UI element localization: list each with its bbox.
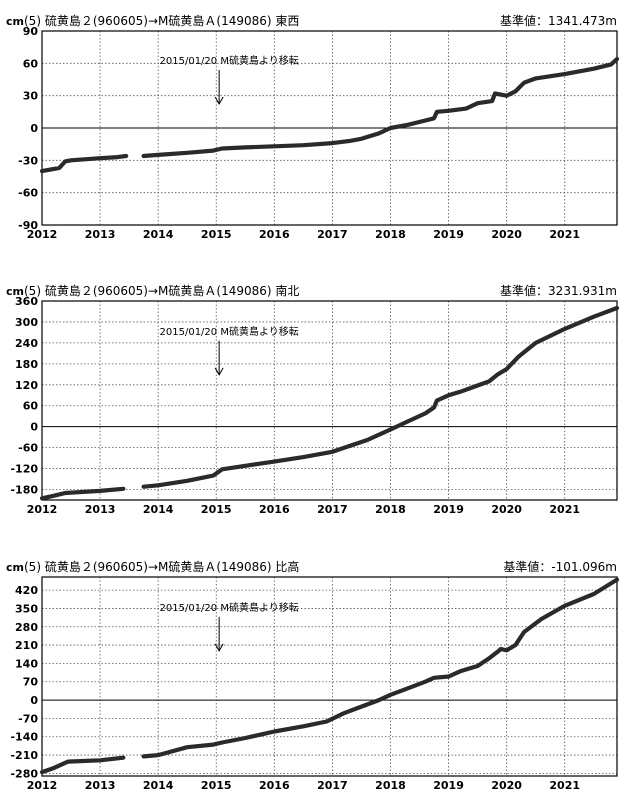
y-tick-label: 210 xyxy=(15,639,38,652)
y-tick-label: -60 xyxy=(18,442,38,455)
y-axis-unit: cm xyxy=(6,15,24,28)
x-tick-label: 2017 xyxy=(317,779,348,792)
y-tick-label: 420 xyxy=(15,584,38,597)
y-tick-label: -60 xyxy=(18,187,38,200)
annotation-arrow-head xyxy=(214,367,224,376)
x-tick-label: 2018 xyxy=(375,228,406,241)
y-tick-label: 350 xyxy=(15,602,38,615)
y-tick-label: 0 xyxy=(30,122,38,135)
y-tick-label: 0 xyxy=(30,694,38,707)
y-tick-label: -140 xyxy=(10,731,38,744)
data-series-line xyxy=(39,305,620,501)
x-tick-label: 2013 xyxy=(85,228,116,241)
x-tick-label: 2017 xyxy=(317,228,348,241)
x-tick-label: 2012 xyxy=(27,228,58,241)
plot-frame xyxy=(41,300,618,501)
y-tick-label: -280 xyxy=(10,767,38,780)
y-tick-label: 140 xyxy=(15,657,38,670)
relocation-annotation: 2015/01/20 M硫黄島より移転 xyxy=(160,54,299,67)
plot-frame xyxy=(41,30,618,226)
y-tick-label: 60 xyxy=(23,57,39,70)
x-tick-label: 2015 xyxy=(201,228,232,241)
x-tick-label: 2021 xyxy=(549,503,580,516)
x-tick-label: 2021 xyxy=(549,779,580,792)
annotation-arrow-head xyxy=(214,643,224,652)
relocation-annotation: 2015/01/20 M硫黄島より移転 xyxy=(160,601,299,614)
y-axis-unit: cm xyxy=(6,561,24,574)
x-tick-label: 2020 xyxy=(491,779,522,792)
x-tick-label: 2016 xyxy=(259,503,290,516)
y-tick-label: 60 xyxy=(23,400,39,413)
x-tick-label: 2020 xyxy=(491,228,522,241)
chart-panel-2: (5) 硫黄島２(960605)→M硫黄島Ａ(149086) 南北 基準値：323… xyxy=(6,283,620,516)
y-axis-unit: cm xyxy=(6,285,24,298)
y-tick-label: 0 xyxy=(30,421,38,434)
y-tick-label: 30 xyxy=(23,90,39,103)
y-tick-label: -180 xyxy=(10,484,38,497)
y-tick-label: 300 xyxy=(15,316,38,329)
x-tick-label: 2019 xyxy=(433,779,464,792)
chart-reference-value: 基準値：1341.473m xyxy=(500,13,617,28)
x-tick-label: 2016 xyxy=(259,779,290,792)
y-tick-label: -70 xyxy=(18,712,38,725)
x-tick-label: 2013 xyxy=(85,503,116,516)
data-series-line xyxy=(39,56,620,174)
x-tick-label: 2021 xyxy=(549,228,580,241)
x-tick-label: 2019 xyxy=(433,503,464,516)
y-tick-label: -90 xyxy=(18,219,38,232)
data-series-line xyxy=(39,577,620,775)
x-tick-label: 2016 xyxy=(259,228,290,241)
y-tick-label: 280 xyxy=(15,621,38,634)
x-tick-label: 2012 xyxy=(27,779,58,792)
x-tick-label: 2020 xyxy=(491,503,522,516)
x-tick-label: 2015 xyxy=(201,503,232,516)
chart-reference-value: 基準値：3231.931m xyxy=(500,283,617,298)
annotation-arrow-head xyxy=(214,96,224,105)
y-tick-label: 90 xyxy=(23,25,39,38)
y-tick-label: 120 xyxy=(15,379,38,392)
x-tick-label: 2012 xyxy=(27,503,58,516)
chart-title: (5) 硫黄島２(960605)→M硫黄島Ａ(149086) 南北 xyxy=(24,283,299,298)
y-tick-label: 240 xyxy=(15,337,38,350)
y-tick-label: 360 xyxy=(15,295,38,308)
x-tick-label: 2017 xyxy=(317,503,348,516)
chart-title: (5) 硫黄島２(960605)→M硫黄島Ａ(149086) 東西 xyxy=(24,13,299,28)
x-tick-label: 2015 xyxy=(201,779,232,792)
plot-frame xyxy=(41,576,618,777)
x-tick-label: 2018 xyxy=(375,779,406,792)
y-tick-label: -120 xyxy=(10,463,38,476)
x-tick-label: 2013 xyxy=(85,779,116,792)
x-tick-label: 2014 xyxy=(143,779,174,792)
y-tick-label: -210 xyxy=(10,749,38,762)
x-tick-label: 2018 xyxy=(375,503,406,516)
chart-title: (5) 硫黄島２(960605)→M硫黄島Ａ(149086) 比高 xyxy=(24,559,299,574)
x-tick-label: 2014 xyxy=(143,228,174,241)
chart-panel-1: (5) 硫黄島２(960605)→M硫黄島Ａ(149086) 東西 基準値：134… xyxy=(6,13,620,241)
y-tick-label: 180 xyxy=(15,358,38,371)
chart-reference-value: 基準値：-101.096m xyxy=(503,559,617,574)
chart-panel-3: (5) 硫黄島２(960605)→M硫黄島Ａ(149086) 比高 基準値：-10… xyxy=(6,559,620,792)
relocation-annotation: 2015/01/20 M硫黄島より移転 xyxy=(160,325,299,338)
y-tick-label: 70 xyxy=(23,676,39,689)
x-tick-label: 2019 xyxy=(433,228,464,241)
x-tick-label: 2014 xyxy=(143,503,174,516)
y-tick-label: -30 xyxy=(18,154,38,167)
